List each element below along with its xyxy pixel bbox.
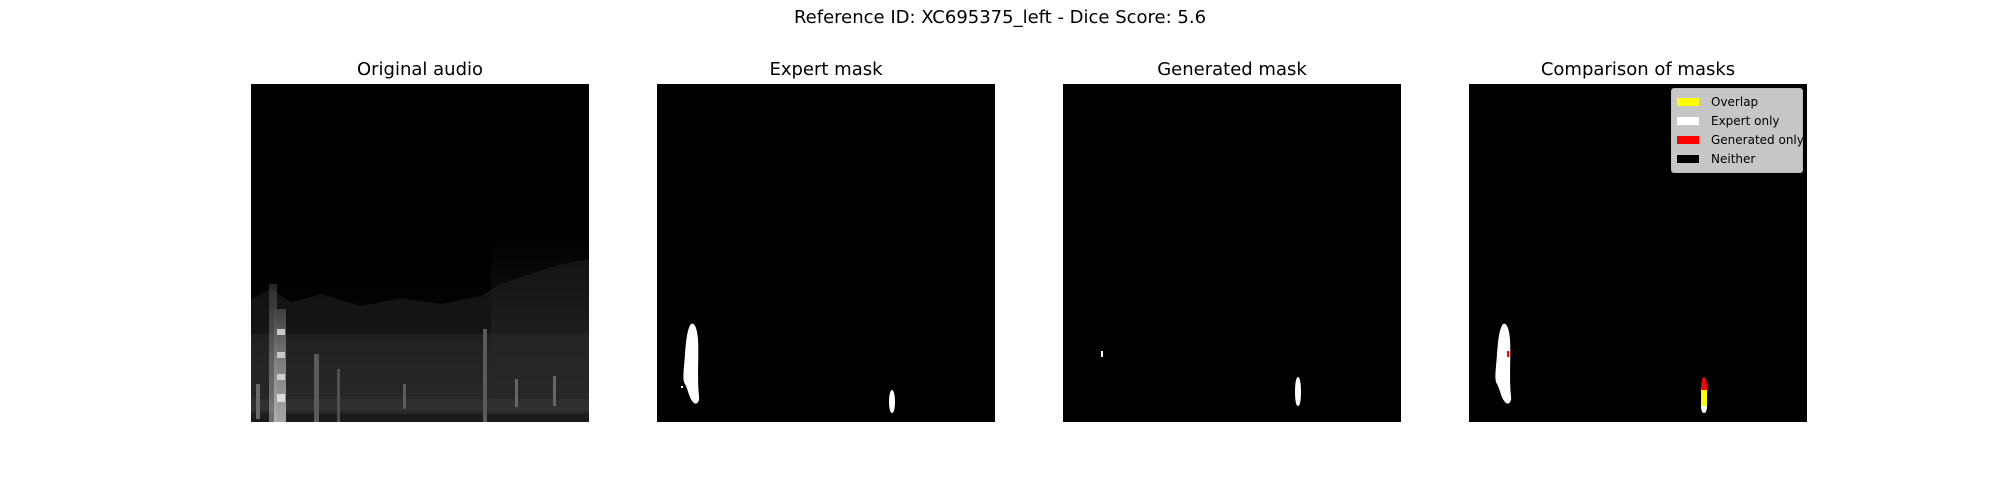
legend-label-generated-only: Generated only (1711, 132, 1804, 147)
panel-title-generated-mask: Generated mask (1157, 59, 1307, 80)
panel-title-comparison: Comparison of masks (1540, 59, 1736, 80)
legend-swatch-generated-only (1677, 135, 1699, 144)
generated-mask-graphic (1063, 84, 1401, 422)
generated-mask-image (1063, 84, 1401, 422)
legend-swatch-neither (1677, 154, 1699, 163)
expert-mask-graphic (657, 84, 995, 422)
legend-label-neither: Neither (1711, 151, 1756, 166)
panel-title-original-audio: Original audio (356, 59, 484, 80)
figure-title: Reference ID: XC695375_left - Dice Score… (793, 7, 1207, 28)
legend-label-overlap: Overlap (1711, 94, 1759, 109)
legend: Overlap Expert only Generated only Neith… (1671, 88, 1804, 173)
legend-item-overlap: Overlap (1672, 92, 1802, 111)
panel-title-expert-mask: Expert mask (769, 59, 883, 80)
legend-item-generated-only: Generated only (1672, 130, 1804, 149)
comparison-mask-image: Overlap Expert only Generated only Neith… (1469, 84, 1807, 422)
expert-mask-image (657, 84, 995, 422)
legend-item-neither: Neither (1672, 149, 1802, 168)
spectrogram-graphic (251, 84, 589, 422)
legend-swatch-expert-only (1677, 116, 1699, 125)
spectrogram-image (251, 84, 589, 422)
legend-item-expert-only: Expert only (1672, 111, 1802, 130)
legend-swatch-overlap (1677, 97, 1699, 106)
legend-label-expert-only: Expert only (1711, 113, 1780, 128)
